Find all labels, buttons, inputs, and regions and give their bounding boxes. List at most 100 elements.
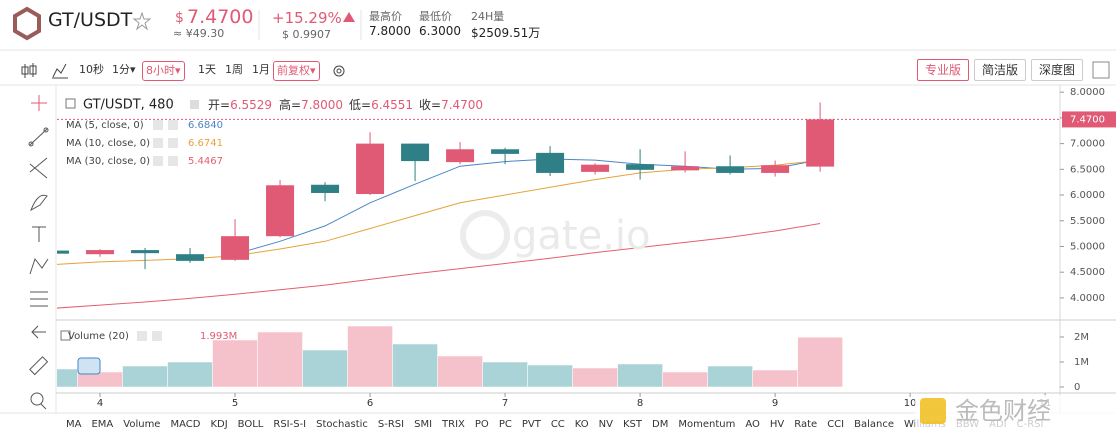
indicator-button[interactable]: RSI-S-I [273, 419, 306, 430]
legend-icon[interactable] [153, 120, 163, 130]
ohlc-value: 7.8000 [301, 98, 343, 112]
candle-body [536, 152, 565, 173]
view-button[interactable]: 简洁版 [974, 59, 1026, 81]
indicator-button[interactable]: SMI [414, 419, 432, 430]
watermark: 金色财经 [955, 397, 1051, 425]
indicator-button[interactable]: PVT [522, 419, 542, 430]
indicator-button[interactable]: TRIX [441, 419, 465, 430]
indicator-button[interactable]: EMA [91, 419, 113, 430]
ma-line [57, 223, 821, 309]
up-arrow [343, 12, 355, 22]
stat-label: 最高价 [369, 10, 402, 23]
indicator-button[interactable]: KDJ [210, 419, 227, 430]
volume-bar [662, 371, 708, 388]
stat-label: 24H量 [471, 10, 505, 23]
interval-button[interactable]: 10秒 [79, 63, 104, 76]
toolbar-icons[interactable] [21, 61, 1110, 79]
ohlc-value: 6.5529 [230, 98, 272, 112]
candle-body [311, 184, 340, 193]
legend-icon[interactable] [153, 138, 163, 148]
legend-icon[interactable] [168, 120, 178, 130]
adjust-button[interactable]: 前复权▾ [273, 61, 320, 81]
legend-icon[interactable] [168, 138, 178, 148]
volume-icon [77, 357, 101, 375]
ma-legend-name: MA (5, close, 0) [66, 120, 144, 131]
volume-bar [257, 331, 303, 388]
volume-bar [437, 355, 483, 388]
candle-body [626, 164, 655, 170]
volume-bar [797, 336, 843, 388]
ohlc-legend: 高=7.8000 [279, 97, 343, 112]
indicator-button[interactable]: Stochastic [316, 419, 368, 430]
legend-icon[interactable] [153, 156, 163, 166]
indicator-button[interactable]: HV [770, 419, 785, 430]
indicator-button[interactable]: Rate [794, 419, 817, 430]
indicator-button[interactable]: KO [575, 419, 589, 430]
interval-button[interactable]: 1分▾ [112, 63, 136, 76]
ma-line [57, 159, 821, 265]
watermark: gate.io [512, 213, 651, 259]
candle-body [221, 236, 250, 260]
x-tick-label: 8 [637, 398, 643, 409]
ma-legend-name: MA (30, close, 0) [66, 156, 150, 167]
indicator-button[interactable]: Balance [854, 419, 894, 430]
y-tick-label: 5.0000 [1070, 241, 1105, 252]
ma-legend-name: MA (10, close, 0) [66, 138, 150, 149]
volume-legend-name: Volume (20) [68, 331, 129, 342]
indicator-button[interactable]: MACD [170, 419, 200, 430]
interval-button[interactable]: 1月 [252, 63, 270, 76]
indicator-button[interactable]: PO [475, 419, 489, 430]
indicator-button[interactable]: NV [599, 419, 613, 430]
candle-body [57, 250, 70, 254]
stat-value: 6.3000 [419, 24, 461, 38]
ohlc-legend: 收=7.4700 [419, 98, 483, 112]
legend-icon[interactable] [152, 331, 162, 341]
indicator-button[interactable]: AO [745, 419, 760, 430]
star-icon[interactable] [132, 11, 152, 31]
legend-icon[interactable] [137, 331, 147, 341]
x-tick-label: 9 [772, 398, 778, 409]
view-button[interactable]: 专业版 [917, 59, 969, 81]
legend-icon[interactable] [168, 156, 178, 166]
view-button[interactable]: 深度图 [1031, 59, 1083, 81]
indicator-button[interactable]: BOLL [238, 419, 264, 430]
volume-bar [572, 367, 618, 388]
indicator-button[interactable]: Volume [123, 419, 160, 430]
y-tick-label: 4.0000 [1070, 293, 1105, 304]
candle-body [761, 165, 790, 173]
stat-label: 最低价 [419, 10, 452, 23]
indicator-button[interactable]: KST [623, 419, 643, 430]
y-tick-label: 0 [1074, 382, 1080, 393]
drawing-tools[interactable] [28, 95, 49, 410]
indicator-button[interactable]: MA [66, 419, 82, 430]
indicator-button[interactable]: Momentum [678, 419, 735, 430]
x-tick-label: 10 [904, 398, 917, 409]
interval-button[interactable]: 1天 [198, 63, 216, 76]
ohlc-legend: 低=6.4551 [349, 98, 413, 112]
volume-bar [212, 339, 258, 388]
indicator-button[interactable]: CCI [827, 419, 844, 430]
interval-button[interactable]: 1周 [225, 63, 243, 76]
volume-bar [482, 361, 528, 388]
ohlc-label: 收= [419, 98, 441, 112]
indicator-button[interactable]: PC [499, 419, 512, 430]
volume-bar [752, 369, 798, 388]
collapse-icon[interactable] [65, 98, 76, 109]
collapse-icon[interactable] [60, 330, 71, 341]
interval-button[interactable]: 8小时▾ [142, 61, 185, 81]
candle-body [266, 185, 295, 237]
x-tick-label: 4 [97, 398, 103, 409]
y-tick-label: 4.5000 [1070, 267, 1105, 278]
candle-body [446, 149, 475, 163]
pair: GT/USDT [48, 9, 133, 31]
change-pct: +15.29% [272, 9, 342, 27]
indicator-button[interactable]: S-RSI [378, 419, 404, 430]
indicator-button[interactable]: CC [551, 419, 565, 430]
indicator-button[interactable]: DM [652, 419, 668, 430]
volume-bar [57, 368, 78, 388]
volume-bar [122, 365, 168, 388]
volume-bar [392, 343, 438, 388]
ma-legend-value: 6.6840 [188, 120, 223, 131]
legend-icon[interactable] [190, 100, 199, 109]
